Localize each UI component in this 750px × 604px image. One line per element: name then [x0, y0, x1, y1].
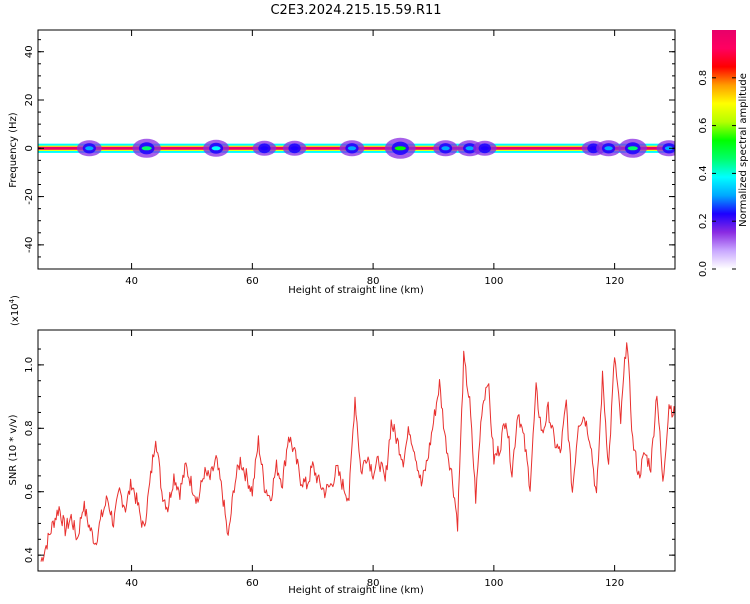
x-tick-label: 100	[484, 578, 503, 589]
spectrogram-x-ticks: 40 60 80 100 120	[125, 30, 624, 287]
spectrogram-heatmap	[38, 137, 675, 159]
burst-core	[394, 146, 406, 151]
burst-core	[480, 146, 489, 151]
burst-core	[347, 146, 357, 151]
burst-core	[260, 146, 269, 151]
snr-y-ticks: 0.4 0.6 0.8 1.0	[24, 348, 675, 572]
y-tick-label: 20	[24, 94, 35, 107]
snr-frame	[37, 329, 676, 572]
snr-x-axis-label: Height of straight line (km)	[288, 585, 424, 596]
spectrogram-frame	[37, 29, 676, 270]
x-tick-label: 120	[605, 276, 624, 287]
x-tick-label: 40	[125, 276, 138, 287]
snr-series-line	[40, 342, 675, 562]
colorbar-tick-label: 0.0	[698, 261, 709, 277]
burst-core	[441, 146, 450, 151]
snr-multiplier-exponent: 4	[8, 298, 16, 303]
snr-multiplier-base: (x10	[10, 303, 21, 326]
y-tick-label: 0.4	[24, 547, 35, 563]
snr-y-multiplier: (x104)	[8, 295, 21, 326]
spectrogram-y-ticks: -40 -20 0 20 40	[24, 39, 675, 270]
colorbar-tick-label: 0.8	[698, 70, 709, 86]
y-tick-label: 1.0	[24, 357, 35, 373]
burst-core	[211, 146, 221, 151]
spectrogram-y-axis-label: Frequency (Hz)	[8, 112, 19, 188]
x-tick-label: 80	[367, 578, 380, 589]
burst-core	[664, 146, 674, 151]
y-tick-label: 0.6	[24, 484, 35, 500]
y-tick-label: -20	[24, 188, 35, 204]
y-tick-label: 0	[24, 145, 35, 151]
x-tick-label: 100	[484, 276, 503, 287]
colorbar-tick-label: 0.2	[698, 213, 709, 229]
snr-panel: 40 60 80 100 120 0.4 0.6 0.8 1.0 Height of stra…	[8, 295, 676, 596]
snr-x-ticks: 40 60 80 100 120	[125, 330, 624, 589]
burst-core	[141, 146, 152, 151]
burst-core	[85, 146, 94, 151]
burst-core	[627, 146, 638, 151]
x-tick-label: 60	[246, 578, 259, 589]
spectrogram-panel: 40 60 80 100 120 -40 -20 0 20 40 Height of strai…	[8, 29, 676, 296]
spectrogram-x-axis-label: Height of straight line (km)	[288, 285, 424, 296]
colorbar: 0.0 0.2 0.4 0.6 0.8 Normalized spectral ampl…	[698, 30, 749, 277]
svg-text:(x104): (x104)	[8, 295, 21, 326]
snr-y-axis-label: SNR (10 * v/v)	[8, 414, 19, 485]
y-tick-label: 40	[24, 45, 35, 58]
x-tick-label: 60	[246, 276, 259, 287]
y-tick-label: 0.8	[24, 420, 35, 436]
burst-core	[589, 146, 598, 151]
x-tick-label: 80	[367, 276, 380, 287]
colorbar-ticks: 0.0 0.2 0.4 0.6 0.8	[698, 70, 736, 277]
y-tick-label: -40	[24, 237, 35, 253]
burst-core	[465, 146, 474, 151]
colorbar-tick-label: 0.6	[698, 118, 709, 134]
x-tick-label: 120	[605, 578, 624, 589]
burst-core	[604, 146, 613, 151]
colorbar-label: Normalized spectral amplitude	[738, 73, 749, 227]
colorbar-gradient	[712, 30, 736, 269]
figure-title: C2E3.2024.215.15.59.R11	[270, 3, 441, 18]
burst-core	[290, 146, 299, 151]
snr-multiplier-close: )	[10, 295, 21, 299]
x-tick-label: 40	[125, 578, 138, 589]
colorbar-tick-label: 0.4	[698, 165, 709, 181]
